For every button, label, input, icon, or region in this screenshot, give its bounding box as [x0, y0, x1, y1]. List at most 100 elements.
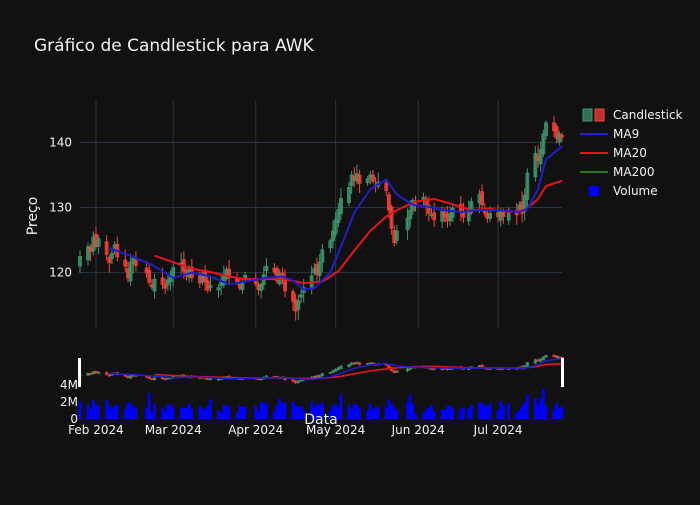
price-candle	[208, 276, 213, 292]
slider-body	[536, 359, 540, 362]
price-candle	[317, 253, 322, 285]
slider-candle	[525, 361, 529, 368]
volume-bar	[302, 410, 306, 419]
volume-bar	[544, 406, 548, 419]
price-candle	[533, 146, 538, 183]
volume-bar	[352, 403, 356, 419]
slider-candle	[358, 362, 362, 366]
legend-item[interactable]: MA200	[580, 165, 654, 179]
volume-bar	[536, 404, 540, 419]
volume-bar	[86, 404, 90, 419]
price-candle	[538, 141, 543, 172]
price-candle	[347, 182, 351, 207]
legend-item[interactable]: MA9	[580, 127, 639, 141]
slider-body	[408, 367, 412, 370]
volume-bar	[430, 405, 433, 419]
price-candle	[544, 120, 548, 140]
price-body	[283, 278, 287, 292]
price-body	[104, 241, 109, 255]
price-candle	[110, 250, 114, 265]
price-body	[299, 294, 303, 298]
price-candle	[554, 123, 559, 144]
volume-bar	[105, 400, 109, 419]
volume-bar	[203, 409, 207, 419]
price-body	[544, 122, 548, 136]
slider-candle	[533, 358, 537, 364]
legend-label: MA200	[613, 165, 654, 179]
price-candle	[78, 250, 82, 273]
volume-bar	[129, 403, 132, 419]
legend-swatch-volume	[589, 186, 599, 196]
volume-bar	[182, 407, 186, 419]
price-candle	[371, 170, 375, 184]
price-body	[554, 126, 559, 139]
slider-ma9-line	[109, 357, 563, 381]
slider-candle	[405, 367, 410, 373]
legend[interactable]: Candlestick MA9 MA20 MA200 Volume	[580, 108, 683, 198]
volume-bar	[414, 414, 417, 419]
legend-label: MA9	[613, 127, 639, 141]
price-candle	[328, 238, 333, 253]
price-candle	[525, 168, 530, 207]
price-candle	[264, 258, 269, 279]
volume-bar	[145, 408, 148, 419]
volume-bar	[257, 411, 260, 419]
legend-label: Candlestick	[613, 108, 683, 122]
price-body	[216, 287, 221, 291]
volume-bar	[523, 402, 527, 419]
range-slider[interactable]	[78, 352, 564, 387]
main-grid	[80, 100, 562, 328]
price-body	[339, 198, 343, 215]
volume-bar	[451, 409, 455, 419]
slider-body	[480, 364, 484, 368]
slider-body	[366, 363, 370, 365]
volume-bar	[376, 406, 380, 419]
volume-bar	[201, 408, 204, 419]
volume-bar	[483, 406, 487, 419]
slider-handle-right[interactable]	[561, 358, 564, 387]
volume-bar	[336, 407, 340, 419]
slider-body	[334, 369, 338, 372]
slider-body	[97, 371, 101, 374]
volume-bar	[515, 412, 519, 419]
volume-bar	[91, 400, 95, 419]
legend-swatch-decreasing	[594, 108, 605, 122]
price-candle	[339, 188, 343, 221]
volume-bar	[555, 402, 559, 419]
volume-bar	[448, 405, 452, 419]
volume-bar	[422, 412, 425, 419]
price-candle	[557, 130, 562, 146]
volume-plot	[78, 388, 564, 419]
price-candle	[389, 204, 394, 235]
legend-label: MA20	[613, 146, 647, 160]
volume-bar	[328, 410, 332, 419]
slider-body	[294, 380, 298, 383]
slider-candle	[539, 358, 543, 363]
price-body	[394, 230, 399, 241]
price-candle	[296, 294, 301, 320]
volume-bar	[462, 407, 465, 419]
volume-bar	[150, 412, 154, 419]
volume-bar	[294, 405, 298, 419]
volume-bar	[560, 406, 564, 419]
volume-bar	[78, 401, 82, 419]
legend-item[interactable]: Candlestick	[582, 108, 683, 122]
legend-item[interactable]: Volume	[589, 184, 658, 198]
slider-body	[552, 355, 556, 357]
volume-bar	[227, 406, 231, 419]
price-candle	[320, 244, 325, 272]
price-body	[384, 182, 389, 191]
price-body	[371, 174, 375, 182]
price-body	[538, 149, 543, 165]
price-body	[557, 133, 562, 143]
price-body	[320, 249, 325, 263]
price-candle	[560, 132, 564, 142]
legend-item[interactable]: MA20	[580, 146, 647, 160]
volume-axis-ticks: 0 2M 4M	[60, 378, 78, 426]
slider-handle-left[interactable]	[78, 358, 81, 387]
volume-bar	[217, 410, 220, 419]
slider-candle	[291, 379, 295, 383]
slider-candle	[97, 371, 101, 375]
volume-bar	[440, 409, 444, 419]
volume-bar	[387, 399, 391, 419]
